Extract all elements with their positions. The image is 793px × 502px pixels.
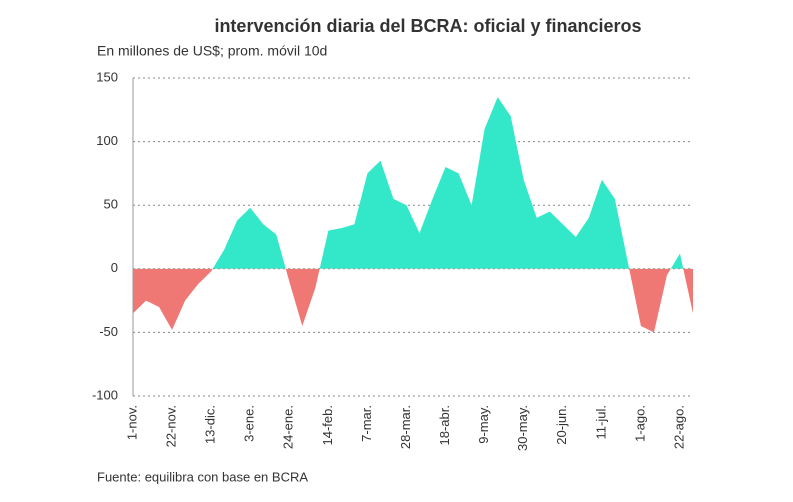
y-tick-label: 0 (111, 260, 118, 275)
x-tick-label: 9-may. (476, 405, 491, 444)
x-tick-label: 1-ago. (632, 405, 647, 442)
y-tick-label: 150 (96, 69, 118, 84)
x-tick-label: 3-ene. (242, 405, 257, 442)
x-tick-label: 7-mar. (359, 405, 374, 442)
x-tick-label: 22-ago. (671, 405, 686, 449)
negative-area (133, 268, 693, 333)
x-tick-label: 18-abr. (437, 405, 452, 445)
y-tick-label: 50 (104, 197, 118, 212)
y-tick-label: -50 (99, 324, 118, 339)
x-tick-label: 24-ene. (281, 405, 296, 449)
x-tick-label: 1-nov. (124, 405, 139, 440)
positive-area (212, 97, 684, 269)
x-tick-label: 11-jul. (593, 405, 608, 439)
x-tick-label: 13-dic. (203, 405, 218, 444)
x-tick-label: 28-mar. (398, 405, 413, 449)
y-tick-label: -100 (92, 387, 118, 402)
chart-title: intervención diaria del BCRA: oficial y … (214, 16, 641, 36)
chart-subtitle: En millones de US$; prom. móvil 10d (97, 43, 327, 59)
x-tick-label: 30-may. (515, 405, 530, 451)
y-tick-label: 100 (96, 133, 118, 148)
chart-source: Fuente: equilibra con base en BCRA (97, 469, 308, 484)
x-tick-label: 14-feb. (320, 405, 335, 445)
x-tick-label: 20-jun. (554, 405, 569, 445)
x-tick-label: 22-nov. (164, 405, 179, 447)
